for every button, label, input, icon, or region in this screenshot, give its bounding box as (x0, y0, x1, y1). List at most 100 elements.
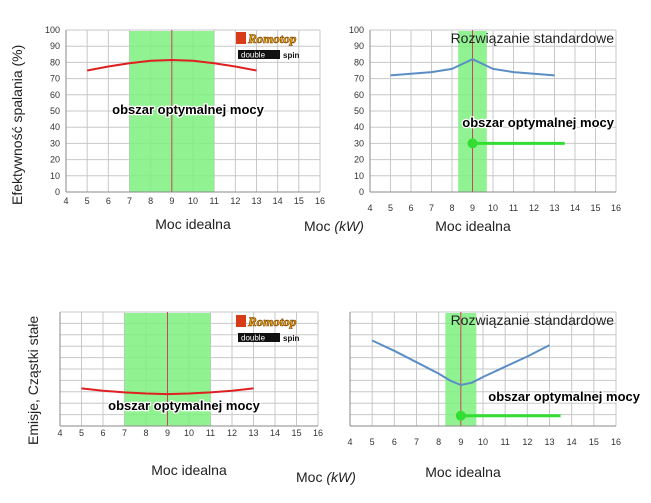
x-axis-label: Moc idealna (425, 464, 501, 480)
optimal-power-label: obszar optymalnej mocy (108, 398, 260, 413)
svg-text:spin: spin (283, 334, 300, 343)
x-tick-label: 14 (270, 428, 280, 438)
x-tick-label: 6 (106, 196, 111, 206)
x-tick-label: 15 (294, 196, 304, 206)
y-tick-label: 0 (359, 187, 364, 197)
svg-text:Romotop: Romotop (247, 31, 297, 46)
x-tick-label: 11 (509, 203, 518, 213)
x-tick-label: 14 (273, 196, 283, 206)
y-tick-label: 80 (354, 57, 364, 67)
x-tick-label: 15 (589, 437, 599, 447)
y-tick-label: 10 (354, 171, 364, 181)
optimal-point-marker (455, 410, 466, 421)
x-tick-label: 6 (100, 428, 105, 438)
chart-title: Rozwiązanie standardowe (451, 312, 615, 328)
x-tick-label: 9 (165, 428, 170, 438)
x-tick-label: 8 (449, 203, 454, 213)
x-tick-label: 11 (209, 196, 218, 206)
series-line-red (81, 387, 254, 396)
x-tick-label: 11 (500, 437, 509, 447)
y-tick-label: 50 (50, 106, 60, 116)
x-tick-label: 11 (206, 428, 215, 438)
chart-panel-3: 4 5 6 7 8 9 10 11 12 13 14 15 16 Moc idealna obszar op… (57, 311, 323, 478)
x-tick-label: 13 (544, 437, 554, 447)
chart-panel-2: 0 10 20 30 40 50 60 70 80 90 100 4 5 6 7 8 9 10 11 12 13 14 15… (349, 25, 621, 234)
y-tick-label: 100 (45, 25, 60, 35)
x-tick-label: 10 (188, 196, 198, 206)
y-tick-label: 80 (50, 57, 60, 67)
chart-title: Rozwiązanie standardowe (451, 30, 615, 46)
x-tick-label: 12 (522, 437, 532, 447)
y-tick-label: 60 (354, 90, 364, 100)
x-tick-label: 16 (315, 196, 325, 206)
y-tick-label: 40 (354, 122, 364, 132)
x-tick-label: 8 (143, 428, 148, 438)
x-tick-label: 7 (127, 196, 132, 206)
x-tick-label: 4 (63, 196, 68, 206)
x-tick-label: 16 (313, 428, 323, 438)
optimal-power-label: obszar optymalnej mocy (462, 115, 614, 130)
y-tick-label: 10 (50, 171, 60, 181)
y-tick-label: 20 (354, 155, 364, 165)
svg-text:double: double (241, 51, 266, 60)
y-tick-label: 50 (354, 106, 364, 116)
y-tick-label: 60 (50, 90, 60, 100)
romotop-logo-top: Romotop double spin (236, 31, 300, 60)
chart-panel-4: 4 5 6 7 8 9 10 11 12 13 14 15 16 Moc idealna Rozwiązan… (347, 311, 642, 480)
x-tick-label: 12 (230, 196, 240, 206)
x-tick-label: 7 (122, 428, 127, 438)
x-tick-label: 9 (169, 196, 174, 206)
x-tick-label: 7 (414, 437, 419, 447)
x-tick-label: 13 (248, 428, 258, 438)
x-axis-label: Moc idealna (435, 218, 511, 234)
x-axis-unit-label-bottom: Moc (kW) (296, 469, 356, 485)
x-tick-label: 16 (611, 437, 621, 447)
x-tick-label: 10 (184, 428, 194, 438)
chart-panel-1: 0 10 20 30 40 50 60 70 80 90 100 4 5 6 7 8 9 10 11 12 13 14 15… (45, 25, 325, 232)
svg-text:Romotop: Romotop (247, 314, 297, 329)
x-axis-label: Moc idealna (155, 216, 231, 232)
y-tick-label: 70 (50, 74, 60, 84)
y-tick-label: 100 (349, 25, 364, 35)
x-tick-label: 12 (529, 203, 539, 213)
romotop-logo-bottom: Romotop double spin (236, 314, 300, 343)
x-tick-label: 7 (429, 203, 434, 213)
x-tick-label: 15 (590, 203, 600, 213)
optimal-point-marker (467, 138, 478, 149)
y-axis-label-efficiency: Efektywność spalania (%) (9, 45, 25, 205)
y-tick-label: 30 (50, 138, 60, 148)
x-tick-label: 9 (458, 437, 463, 447)
x-tick-label: 6 (392, 437, 397, 447)
y-tick-label: 70 (354, 74, 364, 84)
x-axis-label: Moc idealna (151, 462, 227, 478)
y-axis-label-emissions: Emisje, Cząstki stałe (25, 316, 41, 445)
x-tick-label: 8 (436, 437, 441, 447)
x-tick-label: 5 (85, 196, 90, 206)
x-axis-unit-label-top: Moc (kW) (304, 218, 364, 234)
x-tick-label: 5 (388, 203, 393, 213)
x-tick-label: 16 (611, 203, 621, 213)
x-tick-label: 13 (251, 196, 261, 206)
svg-text:double: double (241, 334, 266, 343)
x-tick-label: 5 (370, 437, 375, 447)
optimal-power-label: obszar optymalnej mocy (488, 389, 640, 404)
x-tick-label: 13 (549, 203, 559, 213)
x-tick-label: 4 (367, 203, 372, 213)
y-tick-label: 90 (354, 41, 364, 51)
x-tick-label: 8 (148, 196, 153, 206)
x-tick-label: 6 (408, 203, 413, 213)
y-tick-label: 30 (354, 138, 364, 148)
optimal-power-label: obszar optymalnej mocy (112, 102, 264, 117)
y-tick-label: 40 (50, 122, 60, 132)
y-tick-label: 0 (55, 187, 60, 197)
x-tick-label: 4 (57, 428, 62, 438)
x-tick-label: 10 (488, 203, 498, 213)
x-tick-label: 10 (478, 437, 488, 447)
series-line-blue (371, 339, 550, 386)
svg-text:spin: spin (283, 51, 300, 60)
x-tick-label: 9 (470, 203, 475, 213)
series-line-red (87, 59, 257, 72)
x-tick-label: 12 (227, 428, 237, 438)
x-tick-label: 14 (570, 203, 580, 213)
x-tick-label: 14 (567, 437, 577, 447)
